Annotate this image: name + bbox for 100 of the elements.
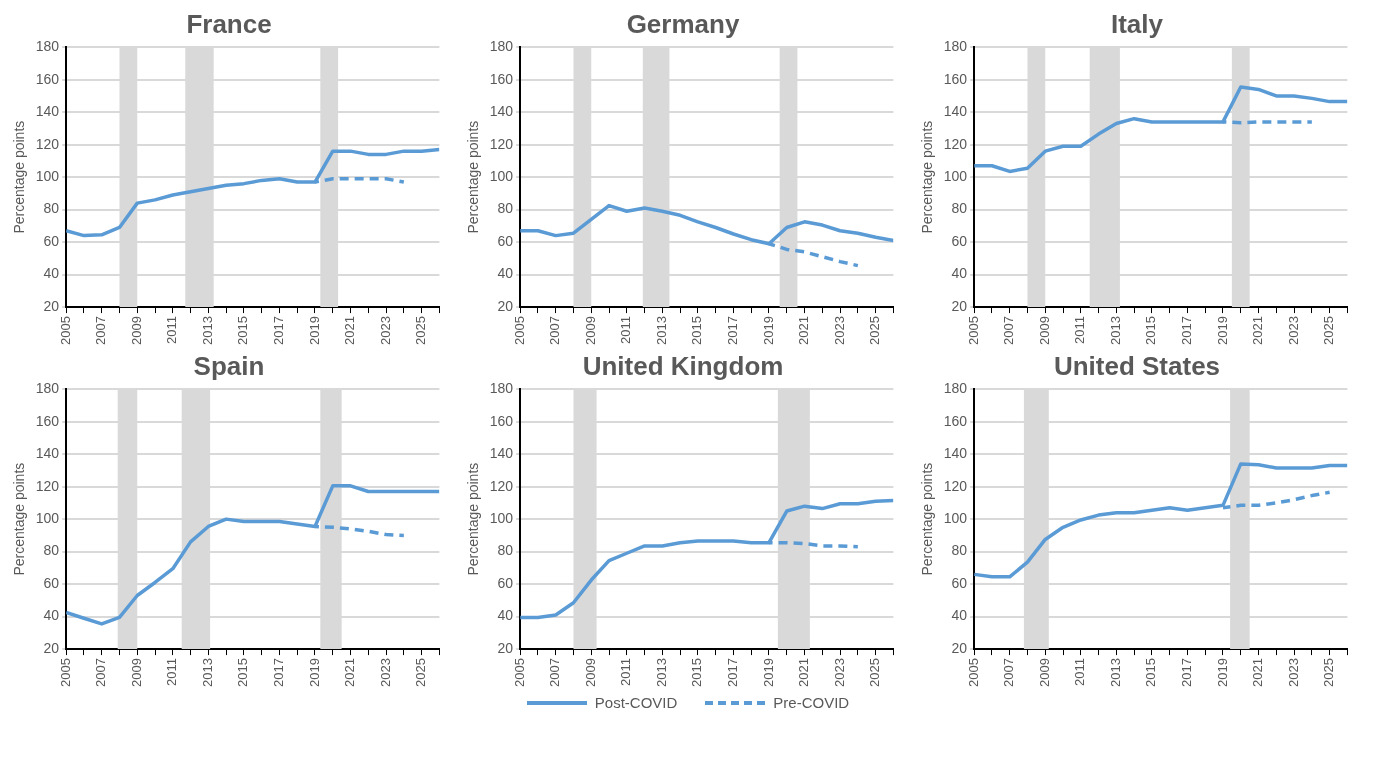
x-tick-label: 2007 — [1001, 658, 1017, 687]
y-tick-label: 100 — [943, 168, 968, 184]
y-tick-label: 140 — [35, 445, 60, 462]
x-tick-label: 2005 — [511, 316, 527, 345]
y-tick-label: 80 — [43, 542, 60, 559]
x-tick-label: 2007 — [547, 316, 563, 345]
y-tick-label: 40 — [43, 607, 60, 624]
x-tick-label: 2019 — [306, 316, 322, 345]
x-tick-label: 2011 — [1072, 658, 1088, 687]
y-tick-label: 60 — [43, 232, 60, 249]
x-tick-label: 2013 — [653, 658, 669, 687]
y-tick-label: 20 — [43, 639, 60, 656]
y-tick-label: 80 — [43, 200, 60, 217]
x-tick-label: 2019 — [306, 658, 322, 687]
chart-title: Italy — [1110, 8, 1164, 39]
chart-title: United States — [1053, 350, 1221, 381]
y-axis-title: Percentage points — [919, 120, 936, 234]
y-tick-label: 20 — [497, 639, 514, 656]
legend-label: Post-COVID — [594, 694, 678, 711]
x-tick-label: 2015 — [235, 658, 251, 687]
x-tick-label: 2007 — [547, 658, 563, 687]
y-tick-label: 160 — [943, 70, 968, 87]
x-tick-label: 2025 — [867, 658, 883, 687]
x-tick-label: 2017 — [725, 658, 741, 687]
x-tick-label: 2005 — [57, 658, 73, 687]
y-tick-label: 120 — [489, 135, 514, 152]
y-tick-label: 80 — [951, 542, 968, 559]
y-tick-label: 180 — [943, 380, 968, 397]
y-tick-label: 120 — [943, 135, 968, 152]
y-tick-label: 100 — [489, 510, 514, 526]
x-tick-label: 2021 — [1250, 658, 1266, 687]
x-tick-label: 2019 — [1214, 658, 1230, 687]
y-tick-label: 60 — [951, 232, 968, 249]
y-tick-label: 100 — [35, 510, 60, 526]
x-tick-label: 2019 — [760, 658, 776, 687]
x-tick-label: 2009 — [128, 316, 144, 345]
y-tick-label: 60 — [43, 574, 60, 591]
x-tick-label: 2019 — [1214, 316, 1230, 345]
x-tick-label: 2021 — [342, 316, 358, 345]
y-axis-title: Percentage points — [11, 120, 28, 234]
y-tick-label: 40 — [951, 265, 968, 282]
chart-title: Germany — [626, 8, 740, 39]
x-tick-label: 2023 — [831, 658, 847, 687]
x-tick-label: 2009 — [128, 658, 144, 687]
x-tick-label: 2023 — [377, 658, 393, 687]
x-tick-label: 2005 — [965, 658, 981, 687]
y-tick-label: 20 — [951, 297, 968, 314]
y-tick-label: 120 — [489, 477, 514, 494]
x-tick-label: 2011 — [164, 658, 180, 687]
x-tick-label: 2005 — [57, 316, 73, 345]
y-tick-label: 100 — [943, 510, 968, 526]
y-tick-label: 160 — [35, 70, 60, 87]
x-tick-label: 2007 — [93, 316, 109, 345]
x-tick-label: 2021 — [1250, 316, 1266, 345]
x-tick-label: 2015 — [1143, 316, 1159, 345]
y-tick-label: 100 — [489, 168, 514, 184]
x-tick-label: 2023 — [831, 316, 847, 345]
chart-title: United Kingdom — [582, 350, 784, 381]
x-tick-label: 2017 — [271, 658, 287, 687]
y-tick-label: 20 — [497, 297, 514, 314]
y-tick-label: 140 — [943, 445, 968, 462]
x-tick-label: 2011 — [164, 316, 180, 345]
x-tick-label: 2009 — [1036, 658, 1052, 687]
x-tick-label: 2011 — [618, 658, 634, 687]
x-tick-label: 2013 — [1107, 658, 1123, 687]
y-tick-label: 160 — [35, 412, 60, 429]
x-tick-label: 2017 — [725, 316, 741, 345]
y-tick-label: 20 — [43, 297, 60, 314]
y-tick-label: 160 — [489, 70, 514, 87]
x-tick-label: 2025 — [1321, 658, 1337, 687]
x-tick-label: 2007 — [93, 658, 109, 687]
y-tick-label: 60 — [497, 232, 514, 249]
y-tick-label: 60 — [951, 574, 968, 591]
y-tick-label: 80 — [497, 200, 514, 217]
y-tick-label: 120 — [943, 477, 968, 494]
y-tick-label: 140 — [489, 103, 514, 120]
y-tick-label: 180 — [489, 380, 514, 397]
x-tick-label: 2005 — [511, 658, 527, 687]
y-tick-label: 180 — [35, 380, 60, 397]
y-tick-label: 160 — [943, 412, 968, 429]
x-tick-label: 2021 — [342, 658, 358, 687]
chart-title: Spain — [193, 350, 265, 381]
y-tick-label: 160 — [489, 412, 514, 429]
x-tick-label: 2009 — [1036, 316, 1052, 345]
y-tick-label: 40 — [43, 265, 60, 282]
y-tick-label: 120 — [35, 477, 60, 494]
x-tick-label: 2023 — [377, 316, 393, 345]
x-tick-label: 2011 — [618, 316, 634, 345]
x-tick-label: 2009 — [582, 316, 598, 345]
x-tick-label: 2021 — [796, 658, 812, 687]
x-tick-label: 2021 — [796, 316, 812, 345]
y-tick-label: 180 — [35, 38, 60, 55]
x-tick-label: 2011 — [1072, 316, 1088, 345]
y-tick-label: 180 — [489, 38, 514, 55]
y-tick-label: 120 — [35, 135, 60, 152]
y-tick-label: 100 — [35, 168, 60, 184]
y-tick-label: 140 — [35, 103, 60, 120]
y-tick-label: 140 — [489, 445, 514, 462]
x-tick-label: 2025 — [413, 316, 429, 345]
y-tick-label: 20 — [951, 639, 968, 656]
